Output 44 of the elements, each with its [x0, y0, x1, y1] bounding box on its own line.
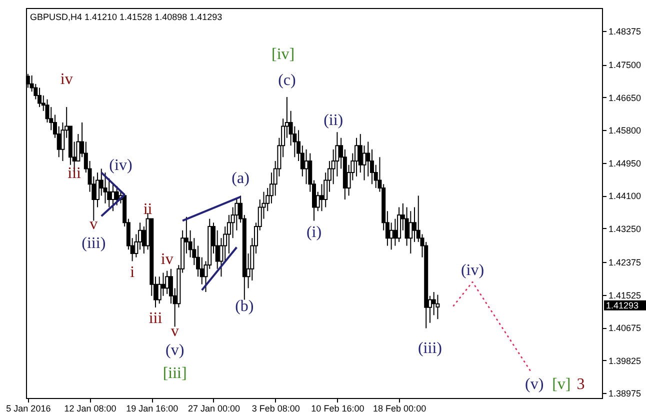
annotation: iv — [160, 251, 174, 268]
y-tick-label: 1.40675 — [608, 323, 642, 334]
annotation: [iii] — [162, 365, 187, 382]
annotation: (a) — [232, 170, 250, 187]
x-tick-label: 18 Feb 00:00 — [373, 404, 426, 414]
y-tick-label: 1.45800 — [608, 126, 642, 136]
y-tick-label: 1.42375 — [608, 258, 642, 268]
y-tick-label: 1.39825 — [608, 356, 642, 366]
annotation: (ii) — [324, 112, 344, 129]
annotation: [v] — [552, 376, 571, 393]
x-tick-label: 10 Feb 16:00 — [311, 404, 364, 414]
annotation: v — [90, 216, 98, 233]
x-tick-label: 27 Jan 00:00 — [188, 404, 240, 414]
y-tick-label: 1.44100 — [608, 191, 642, 202]
annotation: (iv) — [109, 157, 132, 174]
annotation: (iii) — [418, 340, 442, 357]
annotation: v — [170, 323, 179, 340]
y-tick-label: 1.43250 — [608, 224, 642, 234]
annotation: iii — [148, 310, 163, 327]
annotation: ii — [143, 201, 153, 218]
annotation: (b) — [235, 298, 254, 315]
annotation: iv — [60, 71, 73, 88]
y-tick-label: 1.48375 — [608, 26, 642, 36]
annotation: iii — [68, 165, 82, 182]
annotation: (iii) — [82, 235, 106, 252]
annotation: (iv) — [460, 262, 484, 279]
y-tick-label: 1.46650 — [608, 92, 642, 103]
x-tick-label: 19 Jan 16:00 — [126, 404, 178, 414]
annotation: (v) — [166, 342, 184, 359]
y-tick-label: 1.47500 — [608, 60, 642, 70]
x-tick-label: 3 Feb 08:00 — [252, 404, 300, 414]
annotation: i — [130, 264, 136, 281]
y-tick-label: 1.41525 — [608, 290, 642, 300]
y-tick-label: 1.38975 — [608, 388, 642, 399]
annotation: [iv] — [272, 46, 295, 63]
y-tick-label: 1.44950 — [608, 158, 642, 168]
ref-line-label: 1.41293 — [606, 300, 639, 310]
annotation: 3 — [576, 376, 585, 393]
annotation: (v) — [525, 376, 544, 393]
annotation: (i) — [306, 224, 322, 241]
annotation: (c) — [278, 72, 296, 89]
x-tick-label: 12 Jan 08:00 — [64, 404, 116, 414]
chart-title: GBPUSD,H4 1.41210 1.41528 1.40898 1.41293 — [30, 12, 222, 22]
x-tick-label: 5 Jan 2016 — [6, 404, 51, 414]
